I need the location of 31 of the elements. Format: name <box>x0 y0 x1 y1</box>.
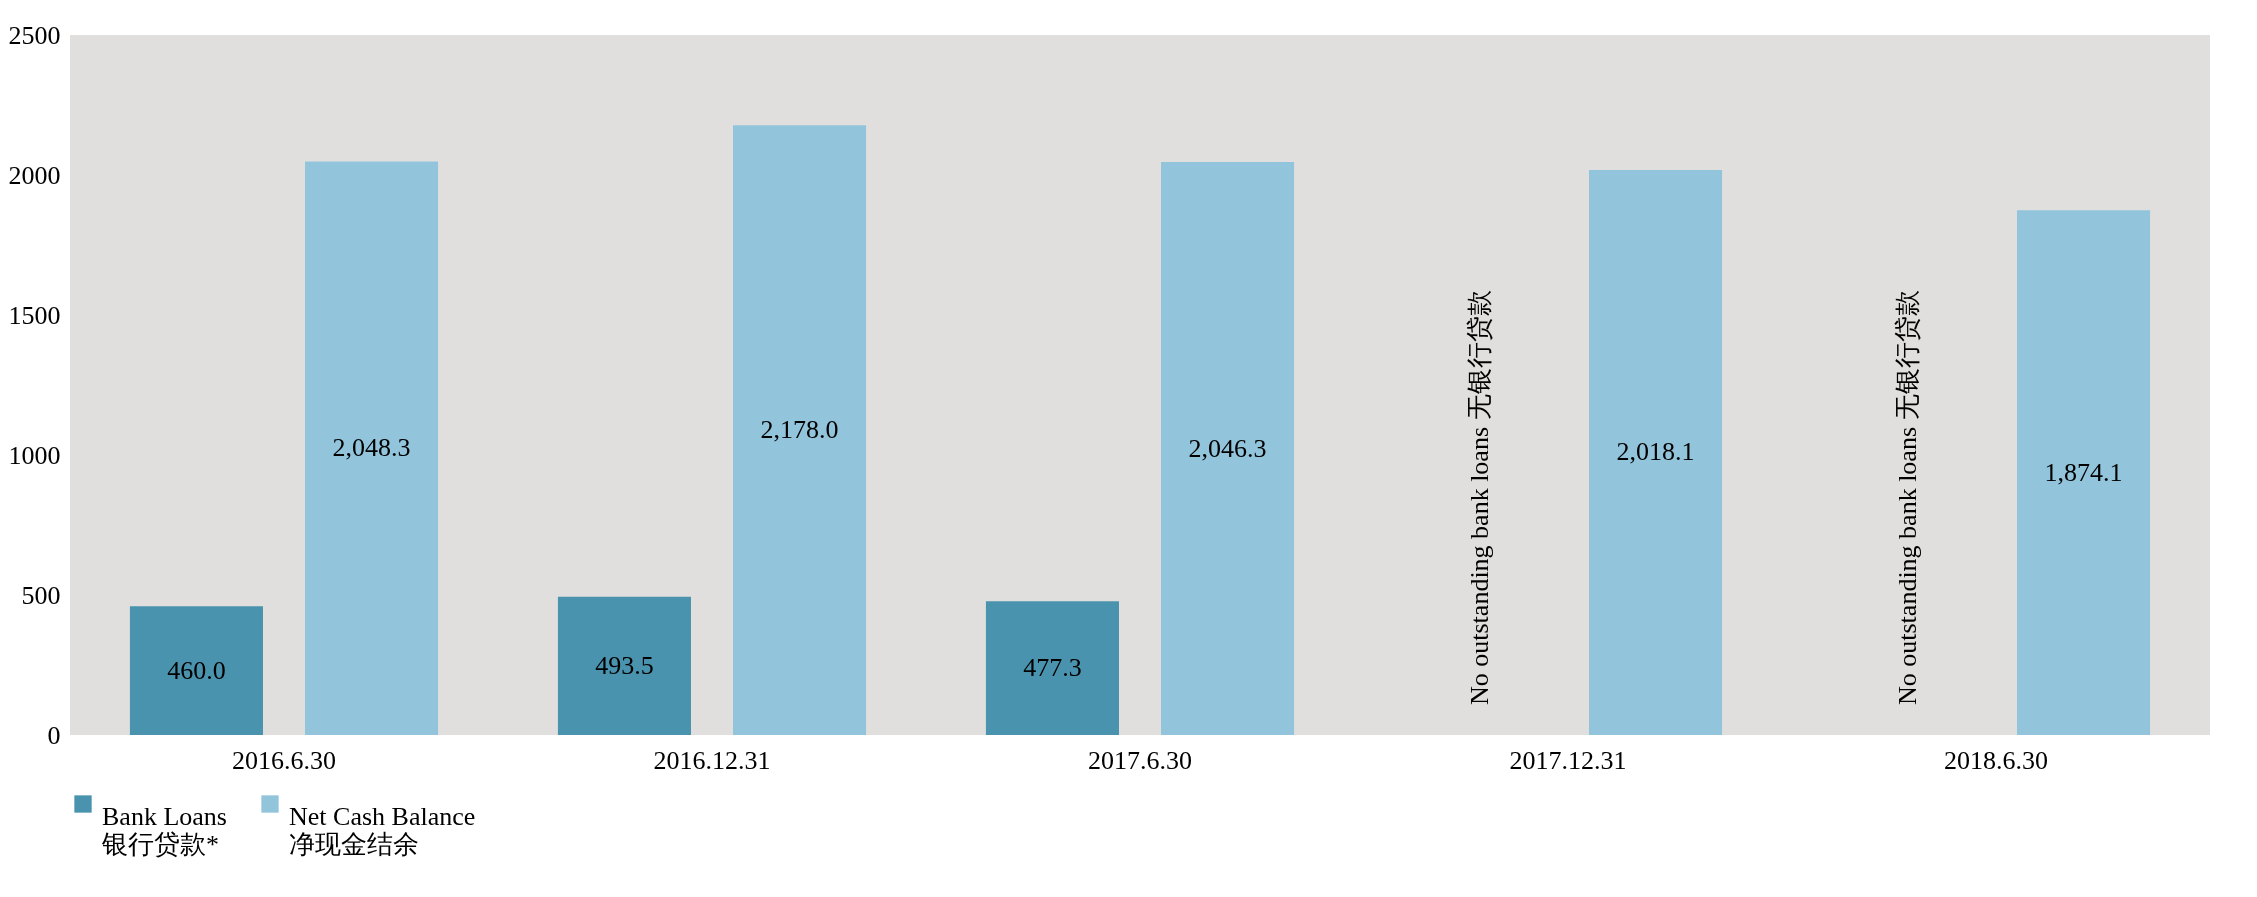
y-tick-label: 2500 <box>8 20 61 50</box>
legend-label: Net Cash Balance 净现金结余 <box>289 802 476 859</box>
data-label: 2,046.3 <box>1188 433 1267 463</box>
annotation: No outstanding bank loans 无银行贷款 <box>1465 290 1495 705</box>
bar <box>985 601 1119 735</box>
y-tick-label: 0 <box>47 720 61 750</box>
x-tick-label: 2016.6.30 <box>232 745 336 775</box>
y-tick-label: 500 <box>21 580 61 610</box>
bar <box>733 125 867 735</box>
bar <box>557 596 691 735</box>
data-label: 477.3 <box>1023 653 1082 683</box>
x-tick-label: 2018.6.30 <box>1944 745 2048 775</box>
bar <box>1161 162 1295 735</box>
y-tick-label: 1500 <box>8 300 61 330</box>
bar <box>129 606 263 735</box>
legend-label: Bank Loans 银行贷款* <box>101 802 227 859</box>
x-tick-label: 2017.6.30 <box>1088 745 1192 775</box>
data-label: 460.0 <box>167 655 226 685</box>
annotation: No outstanding bank loans 无银行贷款 <box>1893 290 1923 705</box>
x-tick-label: 2016.12.31 <box>653 745 771 775</box>
y-tick-label: 2000 <box>8 160 61 190</box>
data-label: 493.5 <box>595 650 654 680</box>
data-label: 2,048.3 <box>332 433 411 463</box>
y-tick-label: 1000 <box>8 440 61 470</box>
data-label: 2,178.0 <box>760 415 839 445</box>
bar <box>305 161 439 735</box>
bar <box>1589 169 1723 735</box>
bar <box>2017 210 2151 735</box>
data-label: 1,874.1 <box>2044 457 2123 487</box>
data-label: 2,018.1 <box>1616 437 1695 467</box>
x-tick-label: 2017.12.31 <box>1509 745 1627 775</box>
